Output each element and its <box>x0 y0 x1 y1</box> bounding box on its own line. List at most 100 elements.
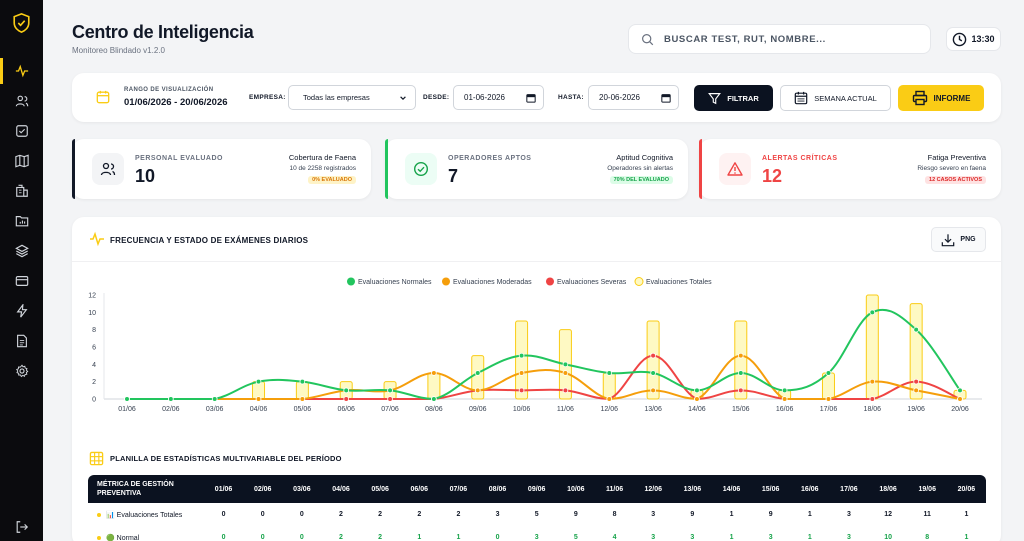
line-severas <box>127 354 961 401</box>
sidebar-item-card[interactable] <box>0 266 43 296</box>
sidebar-item-settings[interactable] <box>0 356 43 386</box>
point-moderadas <box>650 387 656 394</box>
kpi-value: 7 <box>448 166 459 186</box>
users-icon <box>15 95 28 107</box>
filter-bar: RANGO DE VISUALIZACIÓN 01/06/2026 - 20/0… <box>72 73 1001 122</box>
map-icon <box>14 154 29 168</box>
table-cell: 0 <box>260 534 265 541</box>
x-tick-label: 18/06 <box>864 406 882 413</box>
table-cell: 3 <box>534 534 539 541</box>
kpi-label: ALERTAS CRÍTICAS <box>762 155 838 162</box>
table-cell: 3 <box>846 511 851 518</box>
point-moderadas <box>255 396 262 402</box>
point-normales <box>211 396 218 402</box>
table-cell: 8 <box>925 534 930 541</box>
stats-table-header-date: 05/06 <box>360 475 400 503</box>
export-png-button[interactable]: PNG <box>931 227 986 252</box>
warning-icon <box>727 162 743 176</box>
range-value: 01/06/2026 - 20/06/2026 <box>124 97 228 108</box>
legend-label: Evaluaciones Severas <box>557 279 627 286</box>
point-normales <box>255 378 262 385</box>
kpi-accent-bar <box>385 139 388 199</box>
x-tick-label: 03/06 <box>206 406 224 413</box>
sidebar-item-checklist[interactable] <box>0 116 43 146</box>
point-normales <box>781 387 788 394</box>
point-normales <box>650 370 656 376</box>
table-cell: 1 <box>807 511 812 518</box>
legend-label: Evaluaciones Normales <box>358 279 432 286</box>
y-tick-label: 0 <box>92 397 96 404</box>
table-cell: 2 <box>378 534 383 541</box>
download-icon <box>942 233 955 246</box>
stats-table-header-metric: MÉTRICA DE GESTIÓN PREVENTIVA <box>88 475 204 503</box>
table-cell: 2 <box>339 511 343 518</box>
point-moderadas <box>781 396 788 402</box>
table-cell: 3 <box>768 534 773 541</box>
kpi-right-title: Cobertura de Faena <box>288 153 356 162</box>
point-severas <box>869 396 876 402</box>
desde-date-input[interactable]: 01-06-2026 <box>453 85 544 110</box>
point-severas <box>343 396 350 402</box>
table-cell: 2 <box>456 511 461 518</box>
stats-table-header-date: 15/06 <box>751 475 791 503</box>
x-tick-label: 15/06 <box>732 406 750 413</box>
x-tick-label: 20/06 <box>951 406 969 413</box>
sidebar-item-map[interactable] <box>0 146 43 176</box>
kpi-card-operadores-aptos: OPERADORES APTOS 7 Aptitud Cognitiva Ope… <box>385 139 688 199</box>
table-cell: 2 <box>339 534 343 541</box>
kpi-card-alertas-criticas: ALERTAS CRÍTICAS 12 Fatiga Preventiva Ri… <box>699 139 1001 199</box>
calendar-picker-icon[interactable] <box>526 93 536 103</box>
folder-chart-icon <box>15 216 28 227</box>
sidebar-item-building[interactable] <box>0 176 43 206</box>
search-box[interactable] <box>628 24 931 54</box>
calendar-picker-icon[interactable] <box>661 93 671 103</box>
kpi-right-subtitle: Operadores sin alertas <box>607 165 673 172</box>
stats-table-header-date: 09/06 <box>517 475 557 503</box>
x-tick-label: 04/06 <box>250 406 268 413</box>
current-week-button[interactable]: SEMANA ACTUAL <box>780 85 891 111</box>
table-cell: 0 <box>221 511 226 518</box>
y-tick-label: 6 <box>92 345 96 352</box>
hasta-date-value: 20-06-2026 <box>599 93 640 102</box>
x-tick-label: 16/06 <box>776 406 794 413</box>
users-icon <box>100 162 116 176</box>
point-moderadas <box>299 396 306 402</box>
layers-icon <box>14 244 29 258</box>
stats-table-header-date: 11/06 <box>595 475 634 503</box>
sidebar-item-folder-chart[interactable] <box>0 206 43 236</box>
chart-card: FRECUENCIA Y ESTADO DE EXÁMENES DIARIOS … <box>72 217 1001 541</box>
x-tick-label: 11/06 <box>557 406 574 413</box>
calendar-icon <box>96 90 110 104</box>
point-normales <box>387 387 393 394</box>
stats-table-header-date: 14/06 <box>711 475 752 503</box>
pulse-icon <box>15 64 28 78</box>
stats-table-header-date: 12/06 <box>633 475 673 503</box>
report-button[interactable]: INFORME <box>898 85 984 111</box>
point-normales <box>168 396 174 402</box>
sidebar-item-document[interactable] <box>0 326 43 356</box>
shield-check-logo-icon[interactable] <box>12 13 31 33</box>
legend-marker <box>347 277 355 286</box>
sidebar-item-bolt[interactable] <box>0 296 43 326</box>
sidebar-item-pulse[interactable] <box>0 56 43 86</box>
table-row-label: 📊 Evaluaciones Totales <box>88 503 204 526</box>
stats-table: MÉTRICA DE GESTIÓN PREVENTIVA 01/06 02/06… <box>88 475 986 541</box>
hasta-date-input[interactable]: 20-06-2026 <box>588 85 679 110</box>
table-cell: 1 <box>964 511 969 518</box>
kpi-accent-bar <box>72 139 75 199</box>
sidebar-item-users[interactable] <box>0 86 43 116</box>
kpi-right-subtitle: Riesgo severo en faena <box>917 165 986 172</box>
point-normales <box>343 387 350 394</box>
sidebar-item-layers[interactable] <box>0 236 43 266</box>
empresa-select[interactable]: Todas las empresas <box>288 85 416 110</box>
bar-totales <box>909 303 923 400</box>
table-row-label-text: 🟢 Normal <box>106 534 140 541</box>
page-title: Centro de Inteligencia <box>72 22 254 42</box>
sidebar-logout[interactable] <box>0 512 43 541</box>
table-cell: 1 <box>729 534 734 541</box>
filter-button[interactable]: FILTRAR <box>694 85 773 111</box>
page-subtitle: Monitoreo Blindado v1.2.0 <box>72 46 165 55</box>
exams-line-chart: 0 2 4 6 8 10 12 01/06 02/06 03/06 04/06 05/06 06/06 0… <box>88 277 982 413</box>
search-input[interactable] <box>664 33 904 45</box>
stats-table-header-date: 18/06 <box>868 475 908 503</box>
